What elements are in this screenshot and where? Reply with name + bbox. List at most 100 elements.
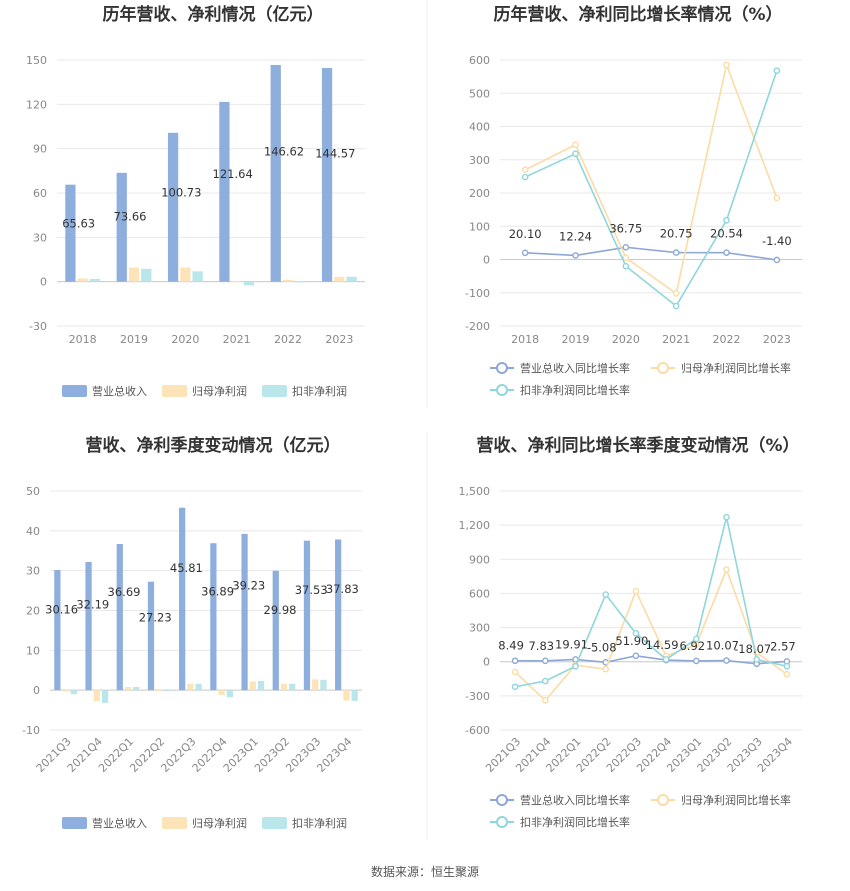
y-tick-label: -100: [465, 287, 490, 300]
y-tick-label: 0: [483, 254, 490, 267]
data-point: [542, 697, 549, 704]
bar-deducted-profit: [89, 279, 101, 282]
legend-label: 归母净利润同比增长率: [681, 361, 791, 375]
data-point: [723, 249, 730, 256]
data-point: [672, 302, 680, 310]
data-label: 65.63: [62, 216, 95, 230]
data-label: 36.69: [108, 585, 141, 599]
data-label: 20.75: [660, 227, 693, 241]
legend-label: 扣非净利润同比增长率: [520, 815, 630, 829]
legend-label: 营业总收入: [92, 384, 147, 398]
bar-deducted-profit: [226, 690, 233, 698]
legend-marker: [496, 362, 508, 374]
data-point: [723, 61, 730, 69]
y-tick-label: 30: [26, 565, 40, 578]
chart-title: 营收、净利同比增长率季度变动情况（%）: [476, 435, 799, 456]
legend-marker: [657, 362, 669, 374]
data-point: [622, 243, 630, 251]
data-point: [521, 173, 529, 181]
legend-marker: [496, 816, 508, 828]
data-label: 73.66: [114, 209, 147, 223]
annual-revenue-profit-chart: 历年营收、净利情况（亿元） 150 120 90 60 30 0 -30 2018 2019 20…: [26, 4, 365, 398]
chart-title: 营收、净利季度变动情况（亿元）: [86, 435, 341, 456]
bar-revenue: [65, 184, 76, 282]
legend-label: 营业总收入: [92, 816, 147, 830]
y-tick-label: 0: [33, 684, 40, 697]
bar-parent-profit: [156, 690, 163, 692]
y-tick-label: 30: [33, 231, 47, 244]
data-point: [773, 67, 781, 74]
bar-deducted-profit: [141, 268, 152, 282]
bar-revenue: [179, 507, 186, 691]
data-point: [693, 657, 700, 665]
data-label: 121.64: [213, 167, 253, 181]
y-tick-label: 50: [26, 485, 40, 498]
data-point: [723, 216, 730, 224]
x-tick-label: 2018: [69, 333, 97, 346]
bar-deducted-profit: [346, 276, 357, 282]
bar-revenue: [116, 172, 127, 282]
bar-revenue: [167, 132, 179, 282]
bar-parent-profit: [280, 683, 288, 691]
data-point: [572, 150, 579, 158]
quarterly-revenue-profit-chart: 营收、净利季度变动情况（亿元） 50403020100-102021Q32021…: [22, 435, 362, 830]
data-label: 45.81: [170, 561, 203, 575]
legend-swatch: [262, 817, 287, 829]
bar-deducted-profit: [164, 690, 171, 692]
bar-revenue: [147, 581, 155, 691]
data-point: [632, 629, 640, 637]
y-tick-label: 600: [469, 587, 490, 600]
data-label: -18.07: [734, 642, 771, 656]
bar-deducted-profit: [351, 690, 358, 701]
bar-deducted-profit: [195, 683, 202, 691]
bar-parent-profit: [312, 679, 319, 691]
y-tick-label: -600: [465, 724, 490, 737]
bar-parent-profit: [282, 279, 294, 282]
legend-label: 扣非净利润: [292, 384, 347, 398]
bar-revenue: [272, 570, 279, 691]
y-tick-label: 0: [483, 656, 490, 669]
data-point: [773, 194, 781, 202]
y-tick-label: 0: [40, 276, 47, 289]
data-point: [511, 668, 519, 676]
bar-revenue: [303, 540, 311, 691]
x-tick-label: 2019: [120, 333, 148, 346]
bar-deducted-profit: [101, 690, 109, 703]
x-tick-label: 2022: [274, 333, 302, 346]
y-tick-label: 40: [26, 525, 40, 538]
line-revenue-growth: [525, 246, 777, 261]
quarterly-growth-rate-chart: 营收、净利同比增长率季度变动情况（%） 1,500 1,200 900 600 300 0…: [459, 435, 802, 829]
data-point: [511, 657, 519, 665]
data-point: [572, 252, 579, 259]
bar-revenue: [85, 561, 92, 691]
data-label: 30.16: [45, 603, 78, 617]
x-tick-label: 2023: [325, 333, 353, 346]
legend-label: 扣非净利润: [292, 816, 347, 830]
line-revenue-growth: [515, 654, 787, 665]
chart-title: 历年营收、净利情况（亿元）: [103, 4, 324, 25]
bar-parent-profit: [231, 281, 242, 283]
y-tick-label: 300: [469, 622, 490, 635]
data-point: [723, 566, 730, 573]
data-point: [672, 290, 680, 297]
bar-deducted-profit: [295, 281, 306, 283]
data-point: [773, 256, 781, 264]
bar-parent-profit: [334, 276, 345, 282]
bar-revenue: [116, 544, 123, 691]
y-tick-label: 90: [33, 143, 47, 156]
data-point: [662, 656, 670, 663]
x-tick-label: 2022: [713, 333, 741, 346]
legend-marker: [496, 794, 508, 806]
data-label: 51.90: [615, 634, 648, 648]
line-deducted-profit-growth: [524, 70, 778, 308]
y-tick-label: 600: [469, 54, 490, 67]
bar-revenue: [219, 101, 230, 282]
bar-parent-profit: [218, 690, 225, 695]
legend-marker: [657, 794, 669, 806]
bar-deducted-profit: [133, 686, 140, 691]
y-tick-label: 120: [26, 98, 47, 111]
bar-parent-profit: [180, 267, 191, 282]
y-tick-label: 60: [33, 187, 47, 200]
data-point: [521, 249, 529, 257]
